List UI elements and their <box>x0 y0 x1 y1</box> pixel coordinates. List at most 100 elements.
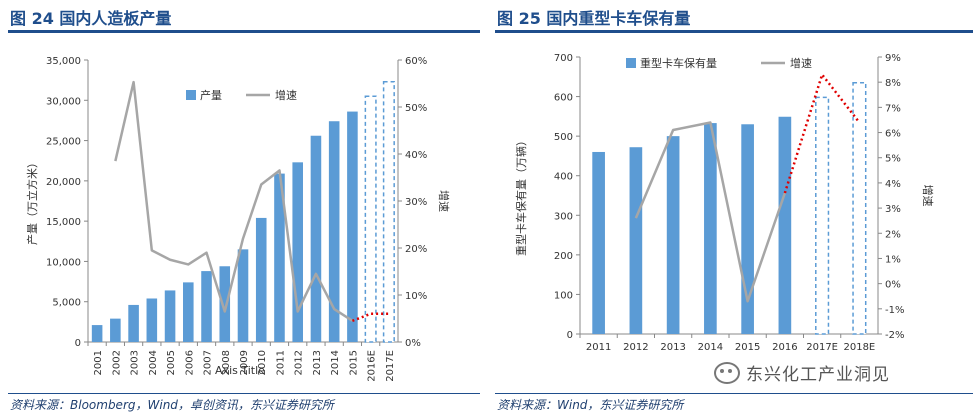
right-ytick-label: 0 <box>567 330 573 341</box>
right-y2tick-label: -2% <box>885 330 904 341</box>
right-bar <box>778 116 792 334</box>
right-y2tick-label: 5% <box>885 154 901 165</box>
left-y2tick-label: 0% <box>405 338 421 349</box>
left-y2tick-label: 20% <box>405 244 427 255</box>
right-ytick-label: 300 <box>554 211 573 222</box>
right-y2tick-label: -1% <box>885 305 904 316</box>
left-bar <box>292 162 303 342</box>
left-xtick-label: 2014 <box>330 350 341 375</box>
right-bar <box>741 124 754 335</box>
right-ytick-label: 100 <box>554 290 573 301</box>
left-title-rule <box>8 30 480 33</box>
left-bar <box>201 271 212 342</box>
left-xtick-label: 2012 <box>294 350 305 375</box>
left-bar <box>347 111 358 343</box>
right-bar-forecast <box>815 96 830 335</box>
left-bar <box>164 290 176 342</box>
right-growth-line <box>634 121 787 303</box>
right-xtick-label: 2015 <box>735 342 760 353</box>
left-bar <box>183 282 194 342</box>
left-bar <box>128 304 139 342</box>
right-y2label: 增速 <box>921 185 935 207</box>
left-legend-bar-label: 产量 <box>200 88 222 102</box>
watermark: 东兴化工产业洞见 <box>714 360 890 385</box>
watermark-text: 东兴化工产业洞见 <box>746 365 890 385</box>
wechat-icon <box>714 361 740 384</box>
right-y2tick-label: 8% <box>885 78 901 89</box>
right-legend-bar-label: 重型卡车保有量 <box>640 56 717 70</box>
right-bar <box>629 147 643 334</box>
right-xtick-label: 2014 <box>698 342 723 353</box>
right-legend-line-label: 增速 <box>790 56 812 70</box>
left-bar <box>91 325 103 342</box>
left-ylabel: 产量（万立方米） <box>25 157 39 245</box>
left-xtick-label: 2007 <box>203 350 214 375</box>
right-y2tick-label: 2% <box>885 229 901 240</box>
left-xtick-label: 2015 <box>348 350 359 375</box>
left-legend-line-label: 增速 <box>275 88 297 102</box>
right-xtick-label: 2012 <box>623 342 648 353</box>
left-xtick-label: 2016E <box>367 350 378 382</box>
left-xtick-label: 2001 <box>93 350 104 375</box>
right-xtick-label: 2017E <box>806 342 838 353</box>
right-source-note: 资料来源：Wind，东兴证券研究所 <box>497 398 684 412</box>
left-y2tick-label: 30% <box>405 197 427 208</box>
right-title-rule <box>495 30 973 33</box>
left-xtick-label: 2002 <box>111 350 122 375</box>
right-source-rule <box>495 393 973 394</box>
left-xtick-label: 2005 <box>166 350 177 375</box>
left-source-note: 资料来源：Bloomberg，Wind，卓创资讯，东兴证券研究所 <box>10 398 334 412</box>
left-legend-bar-swatch <box>186 90 196 100</box>
left-xtick-label: 2009 <box>239 350 250 375</box>
right-ytick-label: 500 <box>554 132 573 143</box>
left-growth-forecast-line <box>351 312 389 323</box>
left-bar-forecast <box>382 81 395 343</box>
right-y2tick-label: 7% <box>885 103 901 114</box>
right-bar <box>704 123 717 334</box>
left-y2tick-label: 10% <box>405 291 427 302</box>
left-bar <box>237 249 249 342</box>
left-ytick-label: 20,000 <box>46 177 81 188</box>
left-bar <box>255 217 267 342</box>
right-y2tick-label: 1% <box>885 254 901 265</box>
right-y2tick-label: 4% <box>885 179 901 190</box>
left-xtick-label: 2017E <box>385 350 396 382</box>
left-xtick-label: 2006 <box>184 350 195 375</box>
right-bar-forecast <box>852 81 867 335</box>
right-ytick-label: 400 <box>554 172 573 183</box>
left-ytick-label: 0 <box>75 338 81 349</box>
left-ytick-label: 15,000 <box>46 217 81 228</box>
right-panel: 图 25 国内重型卡车保有量 0 100 200 300 400 500 600 700 -2%… <box>489 0 977 417</box>
right-y2tick-label: 0% <box>885 280 901 291</box>
left-growth-line <box>114 80 354 322</box>
left-bar <box>146 298 158 342</box>
left-bar <box>310 135 322 342</box>
left-ytick-label: 25,000 <box>46 137 81 148</box>
left-xtick-label: 2008 <box>221 350 232 375</box>
right-bar <box>666 136 680 334</box>
left-y2tick-label: 40% <box>405 150 427 161</box>
right-y2tick-label: 6% <box>885 129 901 140</box>
left-xtick-label: 2013 <box>312 350 323 375</box>
right-xtick-label: 2016 <box>772 342 797 353</box>
right-ylabel: 重型卡车保有量（万辆） <box>514 135 528 256</box>
left-bar <box>274 173 285 342</box>
right-legend-bar-swatch <box>626 58 636 68</box>
right-ytick-label: 600 <box>554 93 573 104</box>
left-chart: 0 5,000 10,000 15,000 20,000 25,000 30,000 35,0… <box>25 56 451 382</box>
left-bar <box>328 121 340 342</box>
left-xtick-label: 2010 <box>257 350 268 375</box>
left-source-rule <box>8 393 480 394</box>
left-bar-forecast <box>364 95 377 343</box>
right-y2tick-label: 9% <box>885 53 901 64</box>
right-growth-forecast-line <box>783 71 861 194</box>
left-xlabel: Axis Title <box>215 364 265 377</box>
left-bar <box>219 266 231 342</box>
right-xtick-label: 2011 <box>586 342 611 353</box>
right-xtick-label: 2013 <box>660 342 685 353</box>
right-ytick-label: 700 <box>554 53 573 64</box>
left-ytick-label: 35,000 <box>46 56 81 67</box>
left-y2label: 增速 <box>437 190 451 212</box>
left-xtick-label: 2003 <box>130 350 141 375</box>
right-xtick-label: 2018E <box>843 342 875 353</box>
